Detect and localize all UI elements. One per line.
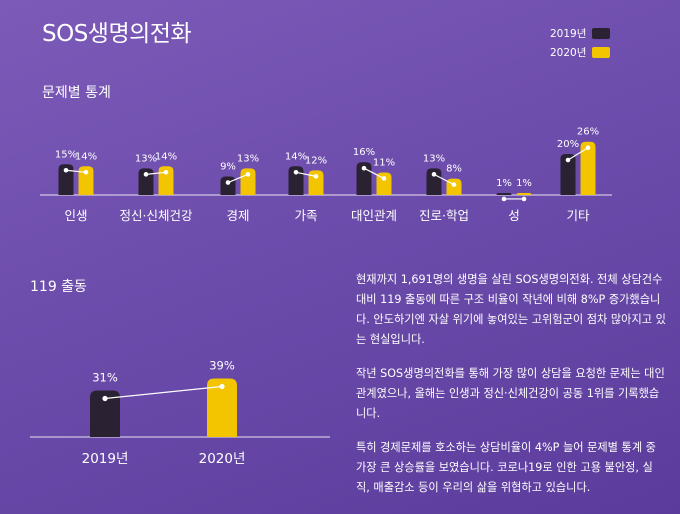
category-label-1: 정신·신체건강 (120, 208, 193, 223)
paragraph-1: 현재까지 1,691명의 생명을 살린 SOS생명의전화. 전체 상담건수 대비… (356, 273, 666, 346)
trend-dot-2019-7 (565, 157, 571, 163)
value-label-2019-3: 14% (285, 151, 307, 162)
value-label-2020-2: 13% (237, 153, 259, 164)
legend-label-2019: 2019년 (550, 28, 587, 40)
dispatch-category-label-1: 2020년 (199, 451, 246, 467)
trend-dot-2019-1 (143, 172, 149, 177)
trend-dot-2019-2 (225, 180, 231, 185)
section-title-problem-stats: 문제별 통계 (42, 85, 111, 101)
category-label-3: 가족 (294, 208, 317, 223)
legend-item-2019: 2019년 (550, 26, 611, 41)
value-label-2020-1: 14% (155, 151, 177, 162)
bar-2019-6 (496, 192, 512, 195)
value-label-2019-5: 13% (423, 153, 445, 164)
trend-line-7 (567, 147, 589, 161)
section-title-119-dispatch: 119 출동 (30, 279, 87, 295)
value-label-2020-4: 11% (373, 157, 395, 168)
value-label-2019-7: 20% (557, 139, 579, 150)
category-label-0: 인생 (64, 208, 87, 223)
trend-dot-2019-4 (361, 165, 367, 171)
dispatch-trend-line (104, 385, 223, 400)
legend-label-2020: 2020년 (550, 47, 587, 59)
trend-dot-2020-5 (451, 182, 457, 187)
bar-2020-6 (516, 192, 532, 195)
category-label-5: 진로·학업 (419, 208, 469, 223)
trend-line-0 (65, 169, 87, 173)
value-label-2020-3: 12% (305, 155, 327, 166)
dispatch-bar-0 (90, 390, 120, 437)
legend-item-2020: 2020년 (550, 45, 611, 60)
value-label-2019-4: 16% (353, 147, 375, 158)
value-label-2019-2: 9% (220, 162, 236, 173)
trend-dot-2019-6 (501, 196, 507, 202)
bar-2019-7 (560, 154, 576, 195)
trend-dot-2020-6 (521, 196, 527, 202)
dispatch-chart: 31% 2019년 39% 2020년 (30, 359, 330, 467)
value-label-2020-6: 1% (516, 178, 532, 189)
value-label-2020-7: 26% (577, 127, 599, 138)
trend-dot-2019-5 (431, 172, 437, 177)
dispatch-value-label-0: 31% (92, 371, 118, 385)
dispatch-category-label-0: 2019년 (82, 451, 129, 467)
trend-dot-2020-4 (381, 176, 387, 181)
value-label-2019-0: 15% (55, 149, 77, 160)
value-label-2019-6: 1% (496, 178, 512, 189)
trend-dot-2020-7 (585, 145, 591, 150)
category-label-4: 대인관계 (351, 208, 397, 223)
bar-2019-5 (426, 168, 442, 195)
trend-line-3 (295, 171, 317, 177)
bar-2019-1 (138, 168, 154, 195)
paragraph-3: 특히 경제문제를 호소하는 상담비율이 4%P 늘어 문제별 통계 중 가장 큰… (356, 441, 656, 494)
dispatch-value-label-1: 39% (209, 359, 235, 373)
value-label-2020-0: 14% (75, 151, 97, 162)
trend-line-4 (363, 167, 385, 179)
category-label-2: 경제 (226, 208, 249, 223)
dispatch-trend-dot-0 (102, 395, 108, 402)
category-label-6: 성 (508, 208, 520, 223)
dispatch-bar-1 (207, 378, 237, 437)
paragraph-2: 작년 SOS생명의전화를 통해 가장 많이 상담을 요청한 문제는 대인관계였으… (356, 367, 665, 420)
trend-line-1 (145, 171, 167, 175)
bar-2019-0 (58, 164, 74, 195)
legend-swatch-2019 (592, 28, 611, 39)
trend-line-2 (227, 173, 249, 184)
bar-2020-0 (78, 166, 94, 195)
trend-dot-2020-2 (245, 172, 251, 177)
trend-dot-2019-0 (63, 167, 69, 173)
trend-dot-2020-1 (163, 170, 169, 175)
legend-swatch-2020 (592, 47, 611, 58)
category-label-7: 기타 (566, 208, 590, 223)
problem-stats-chart: 15%14%인생13%14%정신·신체건강9%13%경제14%12%가족16%1… (40, 127, 612, 223)
dispatch-trend-dot-1 (219, 383, 225, 390)
trend-dot-2019-3 (293, 170, 299, 175)
page-title: SOS생명의전화 (42, 21, 192, 47)
bar-2019-2 (220, 176, 236, 195)
value-label-2020-5: 8% (446, 164, 462, 175)
bar-2020-4 (376, 172, 392, 195)
bar-2020-3 (308, 170, 324, 195)
description-text: 현재까지 1,691명의 생명을 살린 SOS생명의전화. 전체 상담건수 대비… (356, 270, 666, 512)
trend-dot-2020-3 (313, 174, 319, 179)
bar-2020-7 (580, 141, 596, 195)
trend-dot-2020-0 (83, 170, 89, 175)
bar-2020-2 (240, 168, 256, 195)
trend-line-5 (433, 173, 455, 186)
value-label-2019-1: 13% (135, 153, 157, 164)
bar-2020-1 (158, 166, 174, 195)
